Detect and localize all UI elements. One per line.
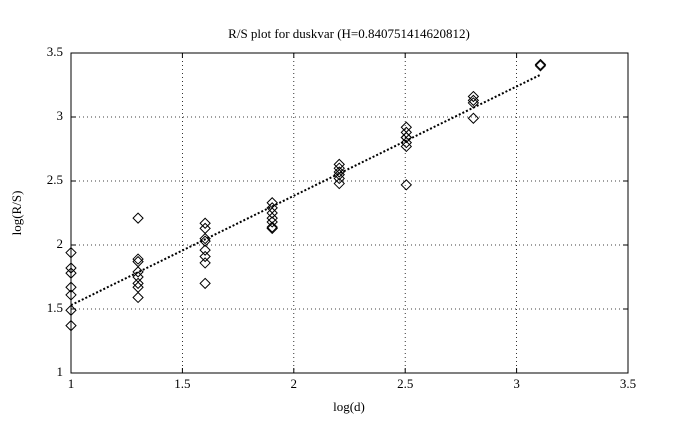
data-point: [534, 60, 547, 72]
data-point: [333, 166, 345, 178]
data-point: [266, 222, 278, 235]
y-tick-label: 2: [57, 236, 64, 251]
data-point: [65, 267, 77, 279]
data-point: [467, 90, 480, 103]
data-point: [400, 179, 413, 191]
data-point: [534, 58, 547, 71]
data-point: [400, 136, 413, 149]
data-point: [199, 244, 211, 256]
data-point: [400, 131, 413, 144]
data-point: [132, 212, 144, 224]
fit-line: [70, 73, 541, 307]
data-point: [467, 112, 480, 124]
data-point: [132, 253, 144, 265]
y-tick-label: 3.5: [47, 44, 63, 59]
y-tick-label: 2.5: [47, 172, 63, 187]
x-axis-label: log(d): [333, 399, 365, 414]
data-point: [132, 291, 144, 304]
data-point: [333, 177, 345, 190]
y-axis-label: log(R/S): [9, 191, 24, 236]
y-tick-label: 3: [57, 108, 64, 123]
data-point: [467, 94, 480, 107]
data-point: [65, 304, 77, 316]
data-point: [65, 281, 77, 293]
y-tick-label: 1.5: [47, 300, 63, 315]
y-tick-label: 1: [57, 364, 64, 379]
plot-frame: [70, 52, 629, 374]
data-point: [333, 168, 345, 181]
data-point: [199, 250, 211, 263]
data-point: [132, 277, 144, 290]
data-point: [400, 140, 413, 153]
data-point: [65, 262, 77, 274]
x-tick-label: 3: [513, 376, 520, 391]
x-tick-label: 2: [291, 376, 298, 391]
data-point: [199, 257, 211, 269]
x-tick-label: 1: [68, 376, 75, 391]
data-point: [333, 172, 345, 185]
data-point: [132, 266, 144, 278]
data-point: [266, 216, 278, 228]
data-point: [65, 246, 77, 259]
data-point: [65, 289, 77, 301]
x-tick-label: 2.5: [397, 376, 413, 391]
data-point: [266, 207, 278, 219]
x-tick-label: 1.5: [174, 376, 190, 391]
data-point: [199, 217, 211, 229]
chart-title: R/S plot for duskvar (H=0.84075141462081…: [228, 26, 470, 41]
x-tick-label: 3.5: [620, 376, 636, 391]
data-point: [199, 277, 211, 290]
data-point: [199, 235, 211, 247]
data-point: [65, 319, 77, 332]
data-point: [266, 221, 278, 233]
